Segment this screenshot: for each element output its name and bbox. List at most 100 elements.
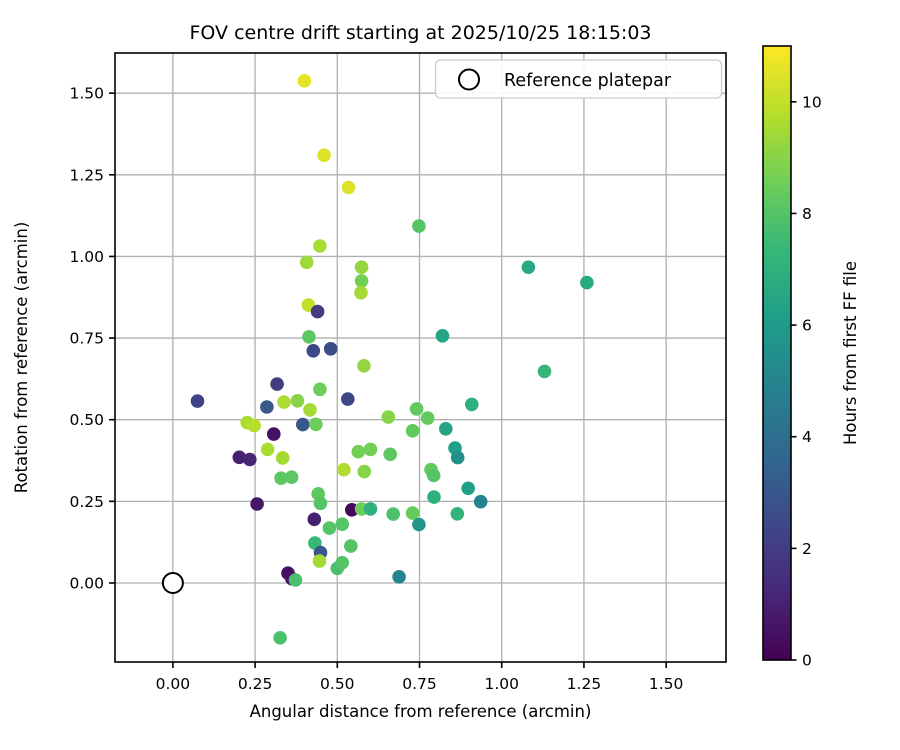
legend: Reference platepar [434, 59, 723, 99]
scatter-point [383, 447, 398, 462]
y-tick-label: 0.75 [69, 330, 104, 348]
scatter-point [354, 274, 369, 288]
scatter-point [322, 521, 337, 535]
scatter-point [412, 517, 426, 532]
scatter-point [310, 304, 325, 319]
scatter-point [473, 494, 488, 509]
scatter-point [335, 517, 350, 531]
scatter-point [273, 631, 287, 645]
scatter-point [323, 342, 338, 356]
scatter-point [341, 392, 355, 406]
scatter-point [351, 444, 366, 459]
data-points [190, 74, 594, 645]
colorbar-tick-label: 4 [802, 428, 812, 446]
x-tick-label: 0.25 [238, 675, 273, 693]
reference-platepar-marker [161, 571, 184, 594]
scatter-point [303, 403, 317, 417]
colorbar-tick-label: 2 [802, 540, 812, 558]
scatter-point [381, 410, 396, 424]
colorbar-tick-label: 0 [802, 652, 812, 670]
scatter-point [337, 462, 351, 477]
scatter-point [232, 450, 247, 465]
scatter-point [439, 422, 453, 436]
scatter-point [363, 502, 378, 516]
scatter-point [405, 506, 420, 520]
scatter-point [302, 330, 316, 344]
x-tick-label: 1.25 [567, 675, 602, 693]
scatter-point [243, 452, 257, 467]
scatter-point [409, 402, 424, 416]
scatter-point [260, 400, 274, 414]
colorbar-label: Hours from first FF file [841, 261, 860, 445]
scatter-point [345, 503, 359, 517]
chart-title: FOV centre drift starting at 2025/10/25 … [189, 22, 651, 44]
colorbar-tick-label: 8 [802, 205, 812, 223]
scatter-point [435, 329, 450, 343]
scatter-point [313, 382, 327, 397]
scatter-point [250, 497, 264, 511]
y-tick-label: 1.00 [69, 248, 104, 266]
y-tick-label: 0.00 [69, 574, 104, 592]
scatter-point [357, 359, 371, 373]
scatter-point [317, 148, 331, 162]
scatter-point [313, 239, 327, 253]
colorbar [762, 45, 792, 661]
scatter-point [288, 573, 303, 587]
scatter-point [335, 555, 350, 570]
legend-label: Reference platepar [504, 71, 672, 91]
scatter-point [274, 471, 288, 486]
y-tick-label: 0.25 [69, 493, 104, 511]
y-tick-label: 0.50 [69, 411, 104, 429]
scatter-point [405, 424, 420, 438]
scatter-point [354, 260, 369, 275]
scatter-point [427, 490, 441, 504]
scatter-point [386, 507, 401, 521]
scatter-point [275, 451, 290, 465]
scatter-point [537, 364, 552, 379]
scatter-point [299, 255, 314, 270]
x-tick-label: 1.00 [484, 675, 519, 693]
scatter-point [341, 180, 356, 195]
axes-frame [114, 52, 727, 663]
legend-box [434, 59, 723, 99]
scatter-point [357, 464, 372, 479]
scatter-point [290, 394, 305, 408]
x-axis-label: Angular distance from reference (arcmin) [250, 702, 592, 721]
x-axis-ticks: 0.00 0.25 0.50 0.75 1.00 1.25 1.50 [156, 662, 684, 693]
scatter-point [521, 260, 536, 275]
scatter-point [420, 411, 435, 425]
y-tick-label: 1.25 [69, 166, 104, 184]
scatter-point [267, 427, 281, 441]
scatter-point [309, 417, 323, 432]
scatter-point [190, 394, 205, 408]
colorbar-ticks: 0 2 4 6 8 10 [791, 93, 822, 670]
reference-marker-layer [161, 571, 184, 594]
scatter-point [426, 468, 441, 483]
scatter-point [392, 570, 406, 584]
scatter-point [296, 417, 310, 432]
scatter-point [412, 219, 426, 233]
x-tick-label: 1.50 [649, 675, 684, 693]
scatter-point [344, 539, 358, 553]
scatter-point [580, 275, 594, 290]
scatter-point [247, 418, 261, 433]
scatter-point [363, 442, 378, 457]
grid-lines [115, 53, 726, 662]
scatter-point [354, 285, 368, 300]
scatter-point [284, 470, 299, 485]
colorbar-tick-label: 6 [802, 317, 812, 335]
scatter-point [465, 397, 479, 412]
colorbar-tick-label: 10 [802, 93, 822, 111]
y-axis-label: Rotation from reference (arcmin) [12, 222, 31, 494]
scatter-point [260, 442, 275, 457]
scatter-point [450, 507, 465, 521]
scatter-point [450, 450, 465, 465]
scatter-point [307, 512, 322, 527]
x-tick-label: 0.50 [320, 675, 355, 693]
scatter-point [461, 481, 476, 496]
scatter-point [312, 554, 327, 568]
scatter-point [277, 395, 291, 409]
y-axis-ticks: 0.00 0.25 0.50 0.75 1.00 1.25 1.50 [69, 85, 115, 592]
